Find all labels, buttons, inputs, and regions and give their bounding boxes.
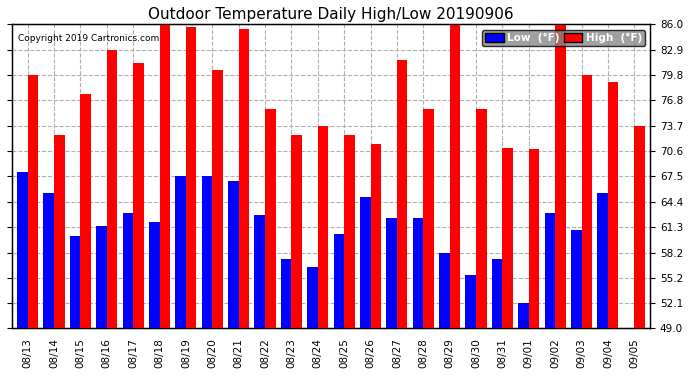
Bar [159,24,170,375]
Bar [344,135,355,375]
Bar [634,126,645,375]
Bar [107,50,117,375]
Bar [423,109,434,375]
Bar [213,70,223,375]
Bar [371,144,381,375]
Bar [54,135,65,375]
Bar [450,24,460,375]
Bar [624,328,634,375]
Bar [70,236,80,375]
Bar [201,177,213,375]
Bar [492,259,502,375]
Bar [228,181,239,375]
Bar [397,60,407,375]
Bar [386,217,397,375]
Bar [502,148,513,375]
Bar [555,24,566,375]
Bar [80,94,91,375]
Bar [96,226,107,375]
Bar [598,193,608,375]
Bar [255,215,265,375]
Bar [43,193,54,375]
Bar [307,267,318,375]
Bar [291,135,302,375]
Legend: Low  (°F), High  (°F): Low (°F), High (°F) [482,30,645,46]
Bar [544,213,555,375]
Bar [28,75,38,375]
Bar [582,75,592,375]
Bar [439,253,450,375]
Bar [413,217,423,375]
Title: Outdoor Temperature Daily High/Low 20190906: Outdoor Temperature Daily High/Low 20190… [148,7,514,22]
Bar [281,259,291,375]
Bar [476,109,486,375]
Bar [239,28,249,375]
Bar [608,82,618,375]
Bar [518,303,529,375]
Bar [333,234,344,375]
Bar [175,177,186,375]
Bar [186,27,197,375]
Bar [17,172,28,375]
Bar [360,197,371,375]
Bar [133,63,144,375]
Text: Copyright 2019 Cartronics.com: Copyright 2019 Cartronics.com [18,34,159,43]
Bar [123,213,133,375]
Bar [466,275,476,375]
Bar [318,126,328,375]
Bar [149,222,159,375]
Bar [571,230,582,375]
Bar [529,149,540,375]
Bar [265,109,275,375]
